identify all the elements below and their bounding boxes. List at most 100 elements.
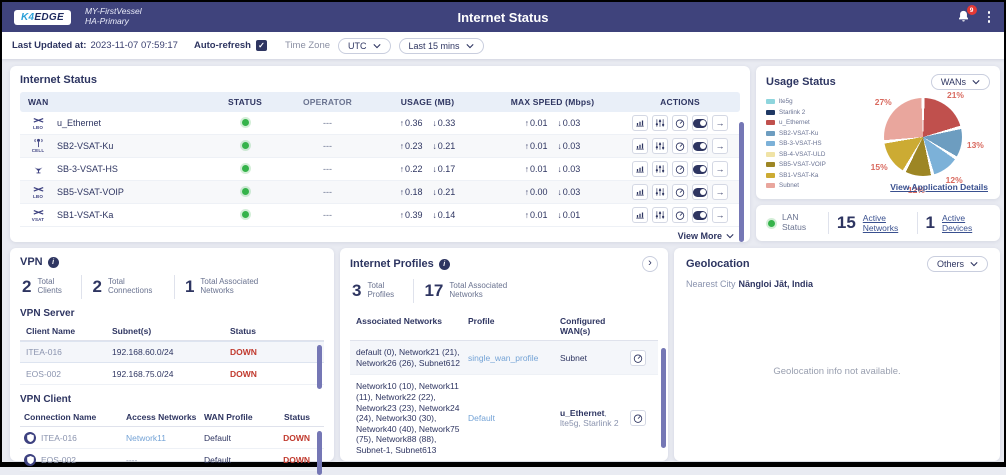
legend-item: SB5-VSAT-VOIP — [766, 161, 850, 168]
wan-name: u_Ethernet — [57, 118, 101, 128]
chevron-down-icon — [726, 232, 734, 240]
speedtest-button[interactable] — [672, 161, 688, 177]
toolbar: Last Updated at: 2023-11-07 07:59:17 Aut… — [2, 32, 1004, 59]
download-icon: ↓ — [558, 164, 562, 174]
wan-toggle[interactable] — [692, 115, 708, 131]
geolocation-title: Geolocation — [686, 258, 750, 270]
notifications-button[interactable]: 9 — [956, 9, 972, 25]
logo-k4: K4 — [21, 12, 34, 23]
details-arrow-button[interactable]: → — [712, 138, 728, 154]
profile-row[interactable]: default (0), Network21 (21), Network26 (… — [350, 341, 658, 375]
speedtest-button[interactable] — [672, 184, 688, 200]
view-more-button[interactable]: View More — [20, 227, 740, 241]
status-badge: DOWN — [266, 433, 324, 443]
speedtest-button[interactable] — [630, 350, 646, 366]
wan-table-header: WAN STATUS OPERATOR USAGE (MB) MAX SPEED… — [20, 92, 740, 112]
vpn-server-row[interactable]: ITEA-016 192.168.60.0/24 DOWN — [20, 341, 324, 363]
vpn-total-clients: 2 — [22, 277, 31, 297]
download-icon: ↓ — [433, 141, 437, 151]
vpn-total-connections: 2 — [92, 277, 101, 297]
pie-chart: 21%13%12%12%15%27% — [850, 94, 990, 180]
configure-button[interactable] — [652, 138, 668, 154]
col-status: STATUS — [205, 97, 285, 107]
speedtest-button[interactable] — [672, 138, 688, 154]
info-icon[interactable]: i — [48, 257, 59, 268]
wan-status-dot — [242, 142, 249, 149]
app-header: K4EDGE MY-FirstVessel HA-Primary Interne… — [2, 2, 1004, 32]
details-arrow-button[interactable]: → — [712, 115, 728, 131]
wan-max-speed: ↑0.01↓0.03 — [485, 141, 620, 151]
wan-operator: --- — [285, 210, 370, 220]
active-networks-link[interactable]: Active Networks — [863, 213, 909, 233]
wan-row[interactable]: SB-3-VSAT-HS --- ↑0.22↓0.17 ↑0.01↓0.03 → — [20, 158, 740, 181]
wan-type-icon: LBO — [28, 115, 48, 131]
speedtest-button[interactable] — [630, 410, 646, 426]
expand-profiles-button[interactable]: › — [642, 256, 658, 272]
usage-filter-select[interactable]: WANs — [931, 74, 990, 90]
profile-link[interactable]: single_wan_profile — [468, 353, 560, 363]
auto-refresh-checkbox[interactable]: ✓ — [256, 40, 267, 51]
vpn-panel: VPN i 2Total Clients 2Total Connections … — [10, 248, 334, 461]
details-arrow-button[interactable]: → — [712, 184, 728, 200]
usage-chart-button[interactable] — [632, 161, 648, 177]
usage-chart-button[interactable] — [632, 207, 648, 223]
scrollbar[interactable] — [317, 431, 322, 475]
scrollbar[interactable] — [661, 348, 666, 448]
usage-status-title: Usage Status — [766, 76, 836, 88]
upload-icon: ↑ — [400, 210, 404, 220]
brand-logo[interactable]: K4EDGE — [14, 10, 71, 25]
configure-button[interactable] — [652, 115, 668, 131]
wan-toggle[interactable] — [692, 207, 708, 223]
nearest-city-value: Nāngloi Jāt, India — [739, 279, 814, 289]
download-icon: ↓ — [433, 118, 437, 128]
profile-row[interactable]: Network10 (10), Network11 (11), Network2… — [350, 375, 658, 461]
time-zone-select[interactable]: UTC — [338, 38, 391, 54]
pie — [884, 98, 962, 176]
usage-status-panel: Usage Status WANs lte5gStarlink 2u_Ether… — [756, 66, 1000, 199]
wan-name: SB2-VSAT-Ku — [57, 141, 113, 151]
wan-row[interactable]: LBO u_Ethernet --- ↑0.36↓0.33 ↑0.01↓0.03… — [20, 112, 740, 135]
wan-row[interactable]: CELL SB2-VSAT-Ku --- ↑0.23↓0.21 ↑0.01↓0.… — [20, 135, 740, 158]
configure-button[interactable] — [652, 207, 668, 223]
wan-toggle[interactable] — [692, 138, 708, 154]
scrollbar[interactable] — [317, 345, 322, 389]
details-arrow-button[interactable]: → — [712, 207, 728, 223]
configure-button[interactable] — [652, 184, 668, 200]
status-badge: DOWN — [266, 455, 324, 465]
vpn-server-row[interactable]: EOS-002 192.168.75.0/24 DOWN — [20, 363, 324, 385]
vpn-server-title: VPN Server — [20, 308, 324, 319]
download-icon: ↓ — [558, 187, 562, 197]
details-arrow-button[interactable]: → — [712, 161, 728, 177]
time-range-select[interactable]: Last 15 mins — [399, 38, 484, 54]
geolocation-filter-select[interactable]: Others — [927, 256, 988, 272]
vpn-client-row[interactable]: EOS-002 ---- Default DOWN — [20, 449, 324, 471]
view-application-details-link[interactable]: View Application Details — [890, 182, 988, 192]
legend-item: lte5g — [766, 98, 850, 105]
download-icon: ↓ — [558, 141, 562, 151]
profiles-title: Internet Profiles — [350, 258, 434, 270]
wan-row[interactable]: LBO SB5-VSAT-VOIP --- ↑0.18↓0.21 ↑0.00↓0… — [20, 181, 740, 204]
vpn-server-table: Client Name Subnet(s) Status ITEA-016 19… — [20, 323, 324, 385]
internet-status-title: Internet Status — [20, 74, 740, 86]
usage-chart-button[interactable] — [632, 115, 648, 131]
usage-chart-button[interactable] — [632, 138, 648, 154]
profile-link[interactable]: Default — [468, 413, 560, 423]
upload-icon: ↑ — [400, 187, 404, 197]
vpn-client-row[interactable]: ITEA-016 Network11 Default DOWN — [20, 427, 324, 449]
configure-button[interactable] — [652, 161, 668, 177]
wan-toggle[interactable] — [692, 161, 708, 177]
profiles-table: Associated Networks Profile Configured W… — [350, 313, 658, 461]
download-icon: ↓ — [433, 210, 437, 220]
upload-icon: ↑ — [525, 118, 529, 128]
info-icon[interactable]: i — [439, 259, 450, 270]
wan-status-dot — [242, 119, 249, 126]
overflow-menu-button[interactable] — [986, 9, 993, 25]
speedtest-button[interactable] — [672, 207, 688, 223]
wan-row[interactable]: VSAT SB1-VSAT-Ka --- ↑0.39↓0.14 ↑0.01↓0.… — [20, 204, 740, 227]
table-scrollbar[interactable] — [739, 122, 744, 242]
active-devices-link[interactable]: Active Devices — [942, 213, 988, 233]
speedtest-button[interactable] — [672, 115, 688, 131]
usage-chart-button[interactable] — [632, 184, 648, 200]
upload-icon: ↑ — [400, 141, 404, 151]
wan-toggle[interactable] — [692, 184, 708, 200]
